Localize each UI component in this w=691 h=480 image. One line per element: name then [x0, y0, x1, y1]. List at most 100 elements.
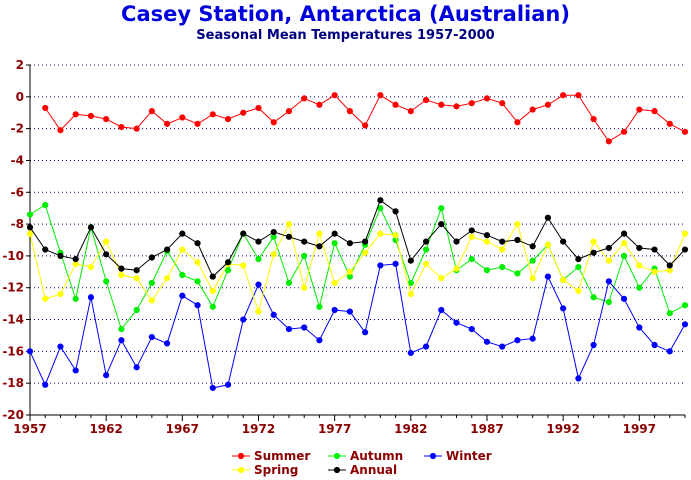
autumn-line — [29, 204, 686, 331]
summer-point — [209, 111, 216, 118]
autumn-point — [301, 252, 308, 260]
winter-point — [575, 375, 582, 382]
legend-summer-label: Summer — [254, 449, 310, 463]
annual-point — [26, 224, 34, 231]
annual-point — [620, 230, 628, 237]
winter-point — [179, 292, 186, 299]
annual-point — [575, 255, 582, 263]
summer-point — [620, 128, 628, 135]
annual-point — [57, 252, 64, 260]
y-tick-label: -2 — [11, 122, 24, 136]
annual-point — [346, 240, 353, 247]
spring-point — [87, 263, 95, 271]
winter-point — [331, 306, 338, 314]
spring-point — [438, 275, 445, 282]
spring-point — [575, 287, 582, 295]
summer-point — [544, 101, 552, 108]
summer-line — [44, 94, 686, 143]
autumn-point — [407, 279, 414, 287]
y-tick-label: -18 — [2, 376, 24, 390]
annual-point — [468, 227, 475, 234]
summer-point — [605, 138, 612, 145]
autumn-point — [194, 278, 201, 285]
winter-point — [26, 348, 34, 355]
spring-point — [133, 275, 140, 282]
legend-winter-label: Winter — [446, 449, 492, 463]
summer-point — [666, 120, 673, 127]
autumn-point — [118, 325, 125, 333]
spring-point — [270, 251, 277, 258]
x-tick-label: 1957 — [13, 422, 46, 436]
spring-point — [42, 295, 49, 302]
autumn-point — [468, 255, 475, 263]
summer-point — [377, 92, 384, 99]
winter-line — [29, 263, 686, 389]
y-tick-label: -4 — [11, 153, 24, 167]
annual-point — [483, 232, 491, 239]
legend-spring-label: Spring — [254, 463, 298, 477]
autumn-point — [438, 205, 445, 212]
summer-point — [240, 109, 247, 116]
winter-point — [346, 308, 353, 315]
y-tick-label: -10 — [2, 249, 24, 263]
annual-point — [316, 243, 323, 250]
spring-point — [285, 220, 293, 228]
summer-point — [651, 108, 658, 115]
legend-annual-swatch-marker — [333, 466, 341, 474]
spring-point — [529, 275, 536, 282]
winter-point — [285, 325, 293, 333]
annual-point — [362, 238, 369, 245]
winter-point — [194, 302, 201, 309]
autumn-point — [42, 201, 49, 209]
annual-point — [407, 257, 414, 264]
autumn-point — [666, 310, 673, 317]
annual-point — [392, 208, 399, 215]
autumn-point — [483, 267, 491, 274]
chart-title: Casey Station, Antarctica (Australian) — [121, 2, 570, 26]
y-tick-label: -20 — [2, 408, 24, 422]
winter-point — [514, 337, 521, 344]
annual-point — [224, 259, 232, 266]
autumn-point — [590, 294, 597, 301]
x-tick-label: 1987 — [470, 422, 503, 436]
autumn-point — [681, 302, 689, 309]
autumn-point — [636, 284, 643, 291]
winter-point — [57, 343, 64, 350]
winter-point — [529, 335, 536, 342]
annual-point — [42, 246, 49, 253]
summer-point — [529, 106, 536, 113]
spring-point — [301, 284, 308, 291]
annual-point — [240, 230, 247, 237]
winter-point — [255, 281, 262, 288]
annual-point — [651, 246, 658, 253]
autumn-point — [499, 263, 506, 271]
spring-point — [514, 220, 521, 228]
winter-point — [636, 324, 643, 331]
summer-point — [514, 119, 521, 126]
winter-point — [163, 340, 171, 347]
annual-point — [666, 262, 673, 269]
winter-point — [301, 324, 308, 331]
spring-line — [29, 222, 686, 314]
y-tick-label: -8 — [11, 217, 24, 231]
annual-point — [453, 238, 460, 245]
summer-point — [453, 103, 460, 110]
summer-point — [575, 92, 582, 99]
autumn-point — [179, 271, 186, 279]
spring-point — [544, 241, 552, 248]
y-tick-label: -6 — [11, 185, 24, 199]
annual-point — [560, 238, 567, 245]
spring-point — [209, 287, 216, 295]
winter-point — [407, 349, 414, 357]
legend-spring-swatch-marker — [237, 466, 245, 474]
summer-point — [407, 108, 414, 115]
spring-point — [148, 297, 155, 304]
autumn-point — [575, 263, 582, 271]
spring-point — [483, 238, 491, 245]
spring-point — [163, 275, 171, 282]
autumn-point — [72, 295, 79, 302]
annual-point — [636, 244, 643, 252]
summer-point — [422, 96, 430, 104]
x-tick-label: 1962 — [89, 422, 122, 436]
winter-point — [316, 337, 323, 344]
